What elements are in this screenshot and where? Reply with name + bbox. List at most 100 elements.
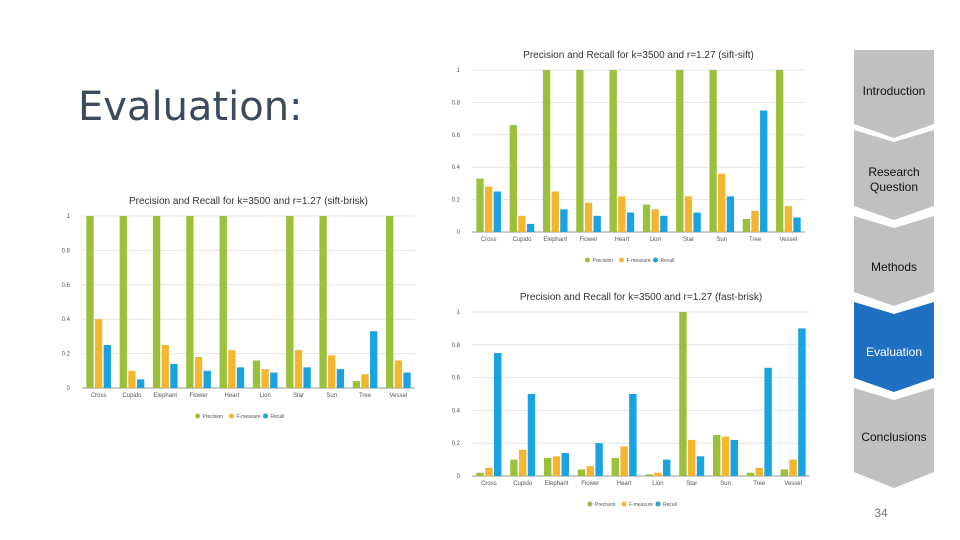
bar-recall-flower: [593, 215, 601, 232]
y-tick-label: 1: [457, 310, 461, 316]
y-tick-label: 1: [67, 214, 71, 220]
x-tick-label: Lion: [652, 481, 663, 487]
y-tick-label: 0: [67, 386, 71, 392]
x-tick-label: Lion: [259, 393, 270, 399]
bar-recall-elephant: [561, 453, 570, 476]
nav-label-conclusions: Conclusions: [861, 430, 927, 444]
bar-f-measure-star: [684, 196, 693, 232]
y-tick-label: 0.8: [452, 343, 461, 349]
legend-swatch: [587, 501, 593, 507]
legend-label: Recall: [271, 414, 285, 420]
nav-item-methods[interactable]: Methods: [854, 216, 934, 306]
bar-f-measure-lion: [651, 209, 659, 232]
x-tick-label: Sun: [720, 481, 731, 487]
nav-item-conclusions[interactable]: Conclusions: [854, 388, 934, 488]
bar-f-measure-vessel: [394, 360, 403, 388]
bar-recall-flower: [203, 370, 211, 388]
y-tick-label: 0.6: [452, 133, 461, 139]
bar-precision-cross: [476, 472, 484, 476]
chart-fast-brisk: Precision and Recall for k=3500 and r=1.…: [440, 286, 820, 518]
bar-f-measure-star: [687, 439, 696, 476]
x-tick-label: Vessel: [390, 393, 408, 399]
nav-item-evaluation[interactable]: Evaluation: [854, 302, 934, 392]
legend-swatch: [229, 413, 234, 419]
bar-precision-heart: [219, 216, 227, 388]
bar-f-measure-elephant: [161, 345, 169, 388]
x-tick-label: Heart: [617, 481, 632, 487]
bar-precision-tree: [352, 381, 361, 388]
y-tick-label: 0.2: [62, 352, 71, 358]
bar-recall-star: [303, 367, 311, 388]
bar-recall-vessel: [403, 372, 411, 388]
bar-f-measure-heart: [228, 350, 236, 388]
chevron-shape: [854, 388, 934, 488]
bar-recall-tree: [760, 110, 768, 232]
bar-recall-tree: [764, 367, 772, 476]
bar-precision-heart: [609, 70, 617, 232]
bar-precision-flower: [186, 216, 194, 388]
bar-recall-cupido: [136, 379, 145, 388]
bar-precision-sun: [709, 70, 717, 232]
bar-precision-star: [679, 312, 687, 476]
legend-label: F-measure: [629, 502, 653, 508]
chevron-fill: [854, 302, 934, 392]
bar-f-measure-cupido: [518, 449, 527, 476]
bar-f-measure-flower: [194, 357, 203, 388]
legend-swatch: [621, 501, 627, 507]
legend-swatch: [655, 501, 661, 507]
bar-f-measure-star: [294, 350, 303, 388]
bar-recall-cross: [493, 191, 501, 232]
legend-label: Precision: [593, 258, 614, 264]
x-tick-label: Tree: [749, 237, 762, 243]
chart-title: Precision and Recall for k=3500 and r=1.…: [129, 196, 368, 207]
bar-f-measure-flower: [586, 466, 595, 476]
bar-precision-elephant: [543, 457, 552, 476]
bar-precision-sun: [319, 216, 327, 388]
legend-label: Recall: [661, 258, 675, 264]
bar-f-measure-sun: [718, 173, 726, 232]
bar-f-measure-tree: [751, 210, 759, 232]
bar-recall-vessel: [798, 328, 806, 476]
bar-recall-sun: [336, 369, 345, 388]
y-tick-label: 0.8: [452, 100, 461, 106]
legend-swatch: [653, 257, 658, 263]
y-tick-label: 0.4: [452, 165, 461, 171]
chevron-fill: [854, 388, 934, 488]
bar-precision-lion: [252, 360, 261, 388]
bar-recall-heart: [626, 212, 635, 232]
legend-swatch: [263, 413, 268, 419]
legend-label: Recall: [663, 502, 677, 508]
x-tick-label: Sun: [716, 237, 727, 243]
bar-recall-lion: [662, 459, 671, 476]
bar-precision-flower: [577, 469, 586, 476]
chevron-shape: [854, 216, 934, 306]
legend-label: F-measure: [237, 414, 261, 420]
x-tick-label: Cross: [91, 393, 107, 399]
bar-recall-elephant: [170, 363, 178, 388]
bar-precision-cupido: [509, 125, 517, 232]
y-tick-label: 0.6: [452, 376, 461, 382]
legend-swatch: [585, 257, 590, 263]
x-tick-label: Tree: [359, 393, 372, 399]
chevron-fill: [854, 216, 934, 306]
bar-f-measure-lion: [261, 369, 269, 388]
x-tick-label: Elephant: [153, 393, 177, 399]
chevron-shape: [854, 302, 934, 392]
y-tick-label: 0.8: [62, 248, 71, 254]
bar-f-measure-flower: [584, 202, 593, 232]
slide-title: Evaluation:: [78, 84, 303, 130]
nav-item-introduction[interactable]: Introduction: [854, 50, 934, 138]
bar-f-measure-cupido: [518, 215, 526, 232]
bar-recall-heart: [629, 394, 637, 476]
bar-recall-lion: [660, 215, 668, 232]
x-tick-label: Star: [683, 237, 694, 243]
nav-label-evaluation: Evaluation: [865, 345, 923, 359]
x-tick-label: Vessel: [784, 481, 802, 487]
bar-precision-vessel: [776, 70, 784, 232]
nav-item-research-question[interactable]: Research Question: [854, 130, 934, 220]
bar-precision-vessel: [780, 469, 789, 476]
bar-precision-sun: [712, 435, 721, 476]
x-tick-label: Cross: [481, 481, 497, 487]
y-tick-label: 0: [457, 474, 461, 480]
chart-title: Precision and Recall for k=3500 and r=1.…: [523, 50, 754, 61]
